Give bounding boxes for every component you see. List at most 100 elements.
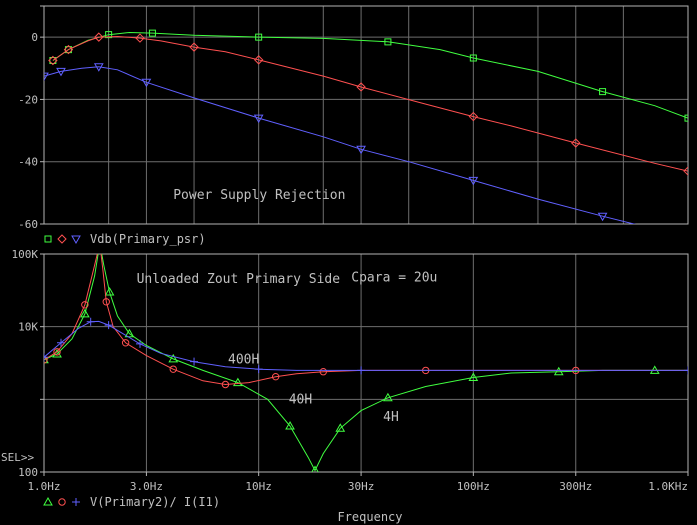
y-tick-label: -60 xyxy=(18,218,38,231)
series-1-point xyxy=(53,348,61,356)
zout-annotations: Unloaded Zout Primary Side Cpara = 20u 400… xyxy=(137,270,438,425)
series-2-point xyxy=(684,366,688,375)
series-2-point xyxy=(468,176,479,186)
series-2-point xyxy=(254,365,263,374)
series-2-point xyxy=(44,72,49,82)
legend-label: V(Primary2)/ I(I1) xyxy=(90,495,220,509)
series-0-point xyxy=(599,88,607,96)
series-line-0 xyxy=(44,254,688,472)
annotation-label: 400H xyxy=(228,353,259,368)
annotation-label: 40H xyxy=(289,392,312,407)
x-tick-label: 1.0Hz xyxy=(27,480,60,493)
x-tick-label: 10Hz xyxy=(245,480,272,493)
psr-annotations: Power Supply Rejection xyxy=(173,188,345,203)
series-line-1 xyxy=(52,35,688,172)
psr-plot-panel[interactable]: 0 -20 -40 -60 Power Supply Rejection Vdb(Pr… xyxy=(18,5,692,246)
psr-legend[interactable]: Vdb(Primary_psr) xyxy=(44,232,206,246)
series-0-point xyxy=(79,308,90,318)
series-2-point xyxy=(44,353,48,362)
y-tick-label: 10K xyxy=(18,321,38,334)
legend-marker-1 xyxy=(58,498,66,506)
series-0-point xyxy=(168,353,179,363)
y-tick-label: -40 xyxy=(18,156,38,169)
legend-marker-0 xyxy=(44,235,52,243)
y-tick-label: 0 xyxy=(31,31,38,44)
psr-series xyxy=(44,29,688,224)
series-2-point xyxy=(190,357,199,366)
series-1-point xyxy=(253,55,264,65)
legend-marker-2 xyxy=(72,498,80,506)
series-2-point xyxy=(253,114,264,124)
series-1-point xyxy=(169,365,177,373)
annotation-label: Power Supply Rejection xyxy=(173,188,345,203)
series-1-point xyxy=(121,339,130,347)
series-1-point xyxy=(135,33,145,43)
series-2-point xyxy=(357,366,366,375)
series-0-point xyxy=(285,420,295,430)
series-0-point xyxy=(148,29,156,37)
series-1-point xyxy=(63,44,74,55)
series-1-point xyxy=(94,32,104,42)
series-1-point xyxy=(44,356,48,364)
series-0-point xyxy=(44,354,49,364)
series-1-point xyxy=(189,42,199,52)
zout-y-tick-labels: 100K 10K 100 xyxy=(12,248,39,479)
x-axis-label: Frequency xyxy=(337,510,402,524)
series-2-point xyxy=(93,63,104,72)
series-1-point xyxy=(271,372,280,381)
series-1-point xyxy=(102,298,110,306)
series-1-point xyxy=(356,82,366,92)
legend-label: Vdb(Primary_psr) xyxy=(90,232,206,246)
series-0-point xyxy=(684,114,688,122)
series-0-point xyxy=(383,392,393,402)
series-1-point xyxy=(81,301,89,309)
series-2-point xyxy=(56,338,65,347)
series-0-point xyxy=(255,33,263,41)
series-0-point xyxy=(553,366,564,376)
series-2-point xyxy=(135,339,144,348)
series-0-point xyxy=(104,286,115,296)
annotation-label: 4H xyxy=(383,410,399,425)
y-tick-label: 100 xyxy=(18,466,38,479)
legend-marker-2 xyxy=(71,235,81,245)
y-tick-label: 100K xyxy=(12,248,39,261)
x-tick-label: 3.0Hz xyxy=(130,480,163,493)
zout-series xyxy=(44,254,688,472)
series-1-point xyxy=(468,111,479,122)
series-line-2 xyxy=(44,320,688,371)
psr-y-tick-labels: 0 -20 -40 -60 xyxy=(18,31,38,231)
series-2-point xyxy=(86,317,95,326)
series-2-point xyxy=(56,67,66,77)
zout-legend[interactable]: V(Primary2)/ I(I1) xyxy=(43,495,220,509)
series-1-point xyxy=(683,166,688,176)
frequency-tick-labels: 1.0Hz 3.0Hz 10Hz 30Hz 100Hz 300Hz 1.0KHz xyxy=(27,472,689,493)
series-1-point xyxy=(571,138,581,148)
y-tick-label: -20 xyxy=(18,93,38,106)
legend-marker-0 xyxy=(43,496,53,506)
series-1-point xyxy=(319,368,327,376)
series-0-point xyxy=(468,372,479,381)
annotation-label: Unloaded Zout Primary Side xyxy=(137,272,341,287)
legend-marker-1 xyxy=(57,234,67,244)
x-tick-label: 300Hz xyxy=(559,480,592,493)
series-0-point xyxy=(335,423,346,432)
series-2-point xyxy=(356,145,366,155)
series-0-point xyxy=(469,54,477,62)
series-0-point xyxy=(105,31,113,39)
series-1-point xyxy=(221,380,230,389)
series-2-point xyxy=(141,78,152,88)
series-0-point xyxy=(233,377,243,387)
x-tick-label: 30Hz xyxy=(348,480,375,493)
annotation-label: Cpara = 20u xyxy=(351,270,437,285)
series-0-point xyxy=(384,38,392,46)
series-2-point xyxy=(597,212,608,222)
x-tick-label: 1.0KHz xyxy=(648,480,688,493)
series-0-point xyxy=(311,465,319,472)
selection-marker[interactable]: SEL>> xyxy=(1,451,34,464)
series-0-point xyxy=(124,328,135,338)
series-2-point xyxy=(104,321,113,330)
x-tick-label: 100Hz xyxy=(457,480,490,493)
